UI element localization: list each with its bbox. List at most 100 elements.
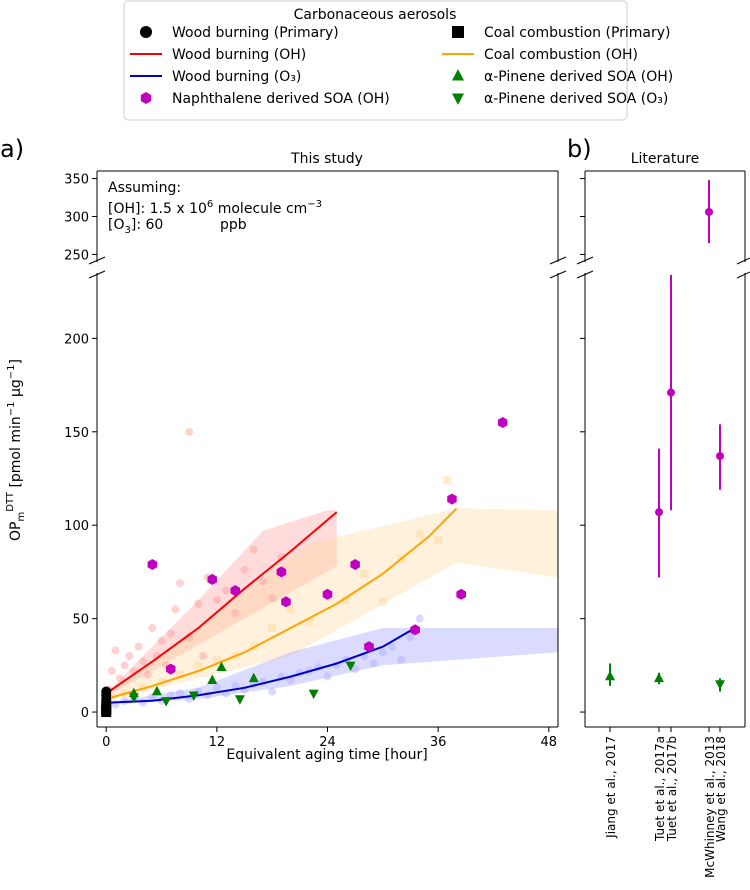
panel-a-points (101, 417, 508, 718)
y-tick-label: 100 (64, 519, 89, 534)
wood_o3-legend-label: Wood burning (O₃) (172, 69, 301, 85)
faded-point (125, 652, 134, 661)
data-point (166, 663, 176, 675)
faded-point (143, 670, 152, 679)
wood_primary-legend-marker (140, 26, 152, 38)
panel-a-y-ticks: 0 50 100 150 200 250 300 350 (64, 173, 97, 721)
x-tick-label: 48 (541, 735, 558, 750)
y-tick-label: 200 (64, 332, 89, 347)
annotation-o3: [O3]: 60 (108, 217, 163, 236)
data-point (230, 585, 241, 597)
fit-line (105, 507, 458, 700)
faded-point (212, 655, 221, 664)
y-tick-label: 50 (72, 613, 89, 628)
panel-b-axes (576, 170, 750, 728)
annotation-line1: Assuming: (108, 180, 181, 196)
category-label: Jiang et al., 2017 (604, 736, 618, 839)
data-point (410, 624, 420, 636)
faded-point (185, 427, 194, 436)
panel-b-letter: b) (567, 135, 592, 163)
axis-break-mark (736, 257, 750, 265)
faded-point (443, 476, 452, 485)
faded-point (212, 595, 221, 604)
faded-point (434, 536, 443, 545)
coal_primary-legend-marker (452, 26, 464, 38)
data-point (101, 703, 112, 714)
data-point (147, 559, 158, 570)
literature-point (705, 207, 713, 216)
fit-line (106, 627, 416, 704)
faded-point (286, 605, 295, 614)
faded-point (268, 594, 277, 603)
data-point (345, 661, 356, 672)
faded-point (157, 637, 166, 646)
x-axis-label: Equivalent aging time [hour] (226, 747, 427, 763)
faded-point (240, 566, 249, 575)
data-point (207, 573, 217, 585)
assumption-annotation: Assuming: [OH]: 1.5 x 106 molecule cm−3 … (108, 180, 322, 236)
data-point (234, 695, 245, 705)
faded-point (378, 597, 387, 606)
axis-break-mark (576, 256, 594, 265)
data-point (447, 493, 457, 505)
faded-point (369, 659, 378, 668)
y-tick-label: 250 (64, 248, 89, 263)
faded-point (258, 577, 267, 586)
faded-point (268, 623, 277, 632)
apinene_o3-legend-marker (452, 93, 464, 105)
faded-point (107, 666, 116, 675)
faded-point (222, 586, 231, 595)
faded-point (175, 689, 184, 698)
faded-point (286, 676, 295, 685)
faded-point (397, 655, 406, 664)
faded-point (134, 642, 143, 651)
y-tick-label: 350 (64, 173, 89, 188)
data-point (456, 588, 466, 600)
data-point (497, 417, 508, 428)
faded-point (415, 614, 424, 623)
literature-point (667, 388, 675, 397)
faded-point (305, 618, 314, 627)
faded-point (139, 698, 148, 707)
x-tick-label: 0 (102, 735, 110, 750)
faded-point (323, 672, 332, 681)
data-point (276, 566, 287, 578)
faded-point (351, 665, 360, 674)
faded-point (194, 661, 203, 670)
annotation-oh: [OH]: 1.5 x 106 molecule cm−3 (108, 199, 322, 217)
axis-break-mark (576, 270, 594, 279)
panel-a-bands (106, 508, 558, 705)
y-axis-label: OPmDTT [pmol min−1 μg−1] (5, 359, 27, 541)
uncertainty-band (106, 628, 558, 705)
panel-b-x-ticks: Jiang et al., 2017 Tuet et al., 2017aTuet… (604, 727, 728, 878)
data-point (281, 596, 291, 608)
axis-break-mark (736, 271, 750, 279)
data-point (350, 559, 360, 570)
fit-line (105, 511, 338, 695)
faded-point (148, 623, 157, 632)
faded-point (175, 579, 184, 588)
annotation-o3-unit: ppb (220, 217, 247, 233)
panel-a-title: This study (290, 151, 363, 167)
x-tick-label: 24 (319, 735, 336, 750)
uncertainty-band (106, 508, 558, 701)
category-label: Tuet et al., 2017a (653, 736, 667, 842)
naph_oh-legend-marker (140, 92, 152, 104)
axis-break-mark (549, 256, 567, 265)
panel-b-y-ticks (580, 178, 585, 713)
legend-frame (123, 0, 628, 121)
legend-title: Carbonaceous aerosols (294, 7, 457, 23)
data-point (322, 588, 333, 600)
naph_oh-legend-label: Naphthalene derived SOA (OH) (172, 91, 390, 107)
apinene_oh-legend-label: α-Pinene derived SOA (OH) (484, 69, 673, 85)
apinene_oh-legend-marker (452, 69, 464, 81)
data-point (248, 672, 259, 683)
faded-point (231, 681, 240, 690)
wood_primary-legend-label: Wood burning (Primary) (172, 25, 339, 41)
faded-point (171, 605, 180, 614)
literature-point (654, 672, 664, 683)
y-tick-label: 300 (64, 211, 89, 226)
legend: Carbonaceous aerosols Wood burning (Prim… (123, 0, 673, 121)
category-label: Wang et al., 2018 (714, 736, 728, 842)
